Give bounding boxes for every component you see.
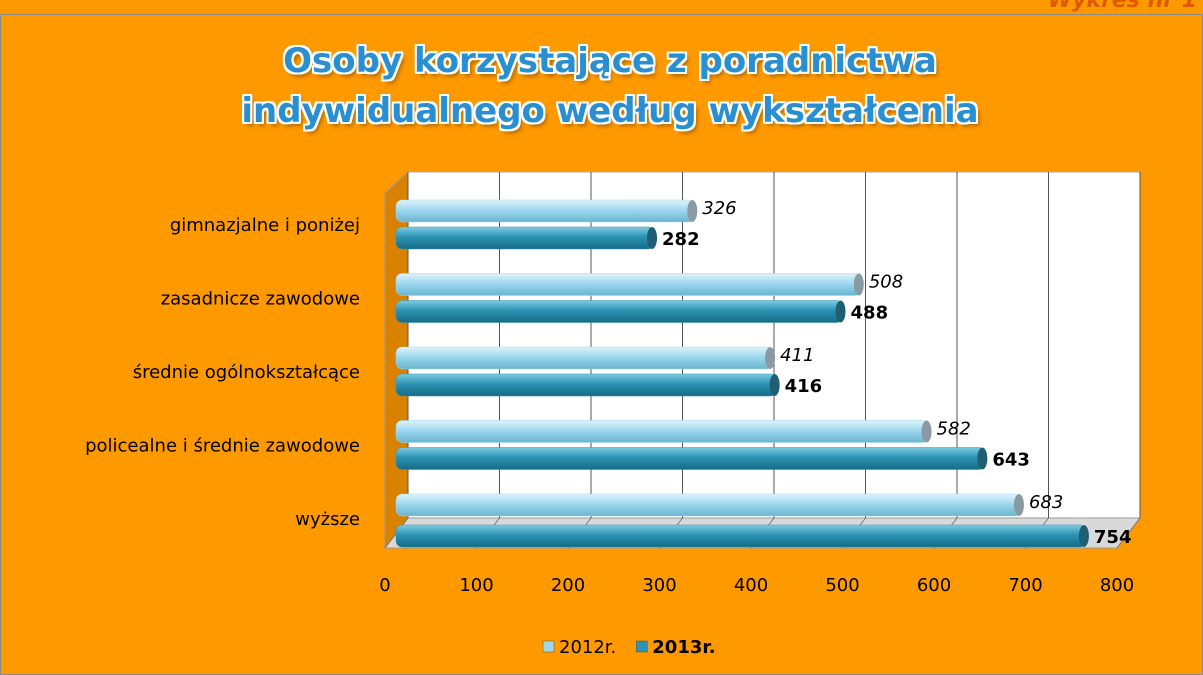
value-label: 416 (785, 376, 823, 397)
bar-cap (835, 300, 846, 323)
value-label: 326 (702, 198, 736, 219)
value-label: 411 (780, 345, 814, 366)
grid-line (1116, 517, 1141, 549)
legend-label: 2013r. (652, 637, 715, 658)
bar (395, 373, 777, 397)
value-label: 488 (851, 303, 889, 324)
bar-cap (921, 420, 932, 443)
y-tick-label: gimnazjalne i poniżej (170, 215, 360, 236)
legend-swatch (542, 640, 555, 653)
x-tick-label: 0 (379, 575, 390, 596)
x-tick-label: 200 (551, 575, 585, 596)
bar (395, 300, 843, 323)
bar (395, 420, 929, 443)
bar-cap (765, 347, 776, 369)
bar (395, 273, 862, 296)
bar (395, 493, 1022, 517)
x-tick-label: 600 (917, 575, 951, 596)
x-tick-label: 300 (642, 575, 676, 596)
legend-swatch (636, 640, 648, 653)
bar (395, 447, 985, 470)
x-tick-label: 500 (825, 575, 859, 596)
bar-cap (647, 227, 658, 249)
bar-cap (1078, 525, 1089, 547)
value-label: 683 (1029, 492, 1063, 513)
chart-title: Osoby korzystające z poradnictwa indywid… (241, 41, 979, 131)
bar-cap (769, 374, 780, 396)
bar (395, 199, 695, 223)
y-tick-label: policealne i średnie zawodowe (85, 436, 360, 457)
legend-label: 2012r. (559, 637, 616, 658)
y-tick-label: wyższe (295, 509, 360, 530)
bar-cap (977, 447, 988, 470)
y-tick-label: średnie ogólnokształcące (133, 362, 360, 383)
value-label: 582 (937, 419, 971, 440)
value-label: 643 (992, 450, 1030, 471)
x-tick-label: 800 (1100, 575, 1134, 596)
bar (395, 524, 1087, 548)
bar-cap (853, 273, 864, 296)
bar (395, 226, 655, 250)
value-label: 754 (1094, 527, 1132, 548)
value-label: 282 (662, 229, 700, 250)
bar-cap (687, 200, 698, 222)
value-label: 508 (869, 272, 903, 293)
bar (395, 346, 773, 370)
y-tick-label: zasadnicze zawodowe (161, 289, 360, 310)
x-tick-label: 400 (734, 575, 768, 596)
bar-cap (1013, 494, 1024, 516)
x-tick-label: 700 (1008, 575, 1042, 596)
x-tick-label: 100 (459, 575, 493, 596)
annotation: Wykres nr 1 (1047, 0, 1197, 13)
